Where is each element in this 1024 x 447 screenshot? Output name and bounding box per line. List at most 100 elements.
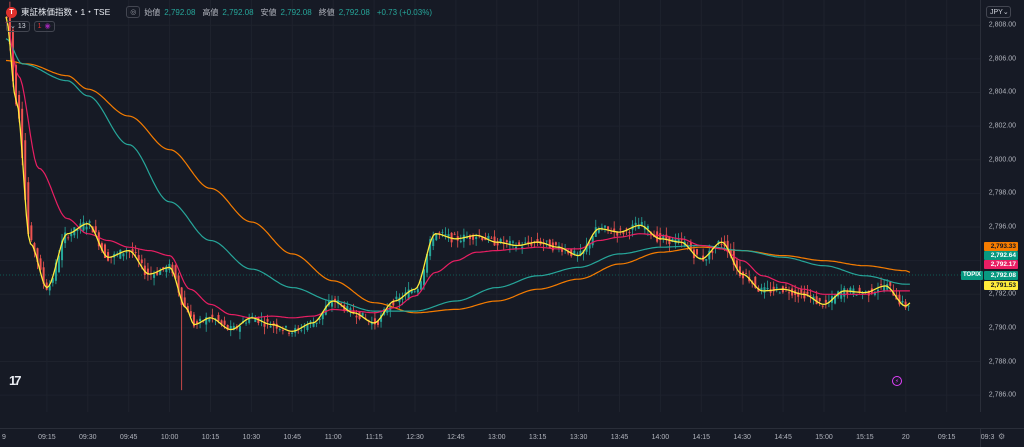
candle-body <box>291 332 294 334</box>
candle-body <box>70 233 73 237</box>
candle-body <box>441 231 444 233</box>
price-chart[interactable] <box>0 0 980 412</box>
time-tick: 15:00 <box>815 434 833 441</box>
price-tick: 2,786.00 <box>988 391 1016 399</box>
candle-body <box>809 295 812 296</box>
candle-body <box>199 318 202 322</box>
symbol-title[interactable]: 東証株価指数・1・TSE <box>21 7 111 17</box>
time-tick: 10:00 <box>160 434 179 441</box>
candle-body <box>591 236 594 246</box>
candle-body <box>24 140 27 200</box>
candle-body <box>140 259 143 264</box>
candle-body <box>646 225 649 230</box>
candle-body <box>324 305 327 315</box>
indicator-icon-a: 1 <box>37 23 42 30</box>
candle-body <box>527 241 530 244</box>
candle-body <box>475 237 478 240</box>
candle-body <box>146 268 149 275</box>
currency-label: JPY <box>990 8 1003 16</box>
candle-body <box>864 291 867 293</box>
time-tick: 09:45 <box>119 434 138 441</box>
ema-long-line <box>5 59 911 314</box>
price-tick: 2,792.00 <box>988 290 1016 298</box>
candle-body <box>815 296 818 305</box>
candle-body <box>490 237 493 239</box>
candle-body <box>321 311 324 320</box>
candle-body <box>625 228 628 230</box>
candle-body <box>876 289 879 293</box>
candle-body <box>677 238 680 243</box>
candle-body <box>401 298 404 300</box>
ohlc-high-value: 2,792.08 <box>222 7 254 17</box>
time-tick: 9 <box>2 434 6 441</box>
candle-body <box>760 287 763 291</box>
candle-body <box>588 242 591 249</box>
candle-body <box>610 232 613 234</box>
candle-body <box>196 321 199 325</box>
ohlc-open-label: 始値 <box>144 7 161 17</box>
time-tick: 14:15 <box>692 434 711 441</box>
candle-body <box>444 234 447 235</box>
candle-body <box>266 319 269 322</box>
candle-body <box>873 291 876 296</box>
time-tick: 13:15 <box>528 434 547 441</box>
tradingview-logo[interactable]: 17 <box>9 373 22 388</box>
time-axis[interactable]: 9 09:15 09:30 09:45 10:00 10:15 10:30 10:45 11:0… <box>0 428 994 447</box>
candle-body <box>561 249 564 252</box>
candle-body <box>880 284 883 286</box>
candle-body <box>48 285 51 291</box>
candle-body <box>659 233 662 240</box>
candle-body <box>395 296 398 300</box>
candle-body <box>422 269 425 286</box>
candle-body <box>775 287 778 289</box>
indicator-icon-b: ◉ <box>44 23 51 30</box>
candle-body <box>309 321 312 323</box>
candle-body <box>153 274 156 278</box>
settings-corner[interactable]: ⚙ <box>980 428 1024 447</box>
eye-icon[interactable]: ◎ <box>126 6 141 18</box>
candle-body <box>763 287 766 293</box>
indicators-toggle[interactable]: ⌄ 13 <box>6 21 30 32</box>
candle-body <box>137 255 140 261</box>
time-tick: 11:15 <box>365 434 383 441</box>
candle-body <box>131 249 134 253</box>
symbol-logo[interactable]: T <box>6 6 17 18</box>
candle-body <box>511 241 514 243</box>
candle-body <box>281 329 284 331</box>
candle-body <box>472 235 475 240</box>
candle-body <box>361 312 364 316</box>
candle-body <box>883 286 886 292</box>
candle-body <box>637 225 640 229</box>
price-axis[interactable]: 2,808.00 2,806.00 2,804.00 2,802.00 2,800.00… <box>980 0 1024 412</box>
price-tick: 2,790.00 <box>988 324 1016 332</box>
candle-body <box>42 267 45 284</box>
ohlc-change: +0.73 (+0.03%) <box>376 7 432 17</box>
candle-body <box>330 302 333 307</box>
candle-body <box>889 281 892 286</box>
candle-body <box>373 318 376 325</box>
candle-body <box>594 227 597 237</box>
indicator-pills[interactable]: 1 ◉ <box>33 21 55 32</box>
candle-body <box>407 289 410 300</box>
currency-selector[interactable]: JPY ⌄ <box>986 6 1011 18</box>
time-tick: 09:15 <box>937 434 956 441</box>
candle-body <box>579 250 582 256</box>
price-tick: 2,808.00 <box>988 21 1016 29</box>
candle-body <box>51 278 54 283</box>
candle-body <box>376 321 379 325</box>
candle-body <box>554 242 557 245</box>
candle-body <box>603 225 606 228</box>
candle-body <box>180 287 183 305</box>
candle-body <box>469 235 472 240</box>
candle-body <box>88 221 91 223</box>
candle-body <box>597 228 600 233</box>
candle-body <box>61 240 64 261</box>
flash-icon[interactable]: ⚡ <box>892 376 902 386</box>
ema-slow-line <box>5 38 910 312</box>
candle-body <box>413 291 416 293</box>
candle-body <box>125 251 128 253</box>
time-tick: 20 <box>901 434 910 441</box>
candle-body <box>536 239 539 243</box>
candle-body <box>481 237 484 240</box>
price-label: 2,793.33 <box>984 241 1018 251</box>
